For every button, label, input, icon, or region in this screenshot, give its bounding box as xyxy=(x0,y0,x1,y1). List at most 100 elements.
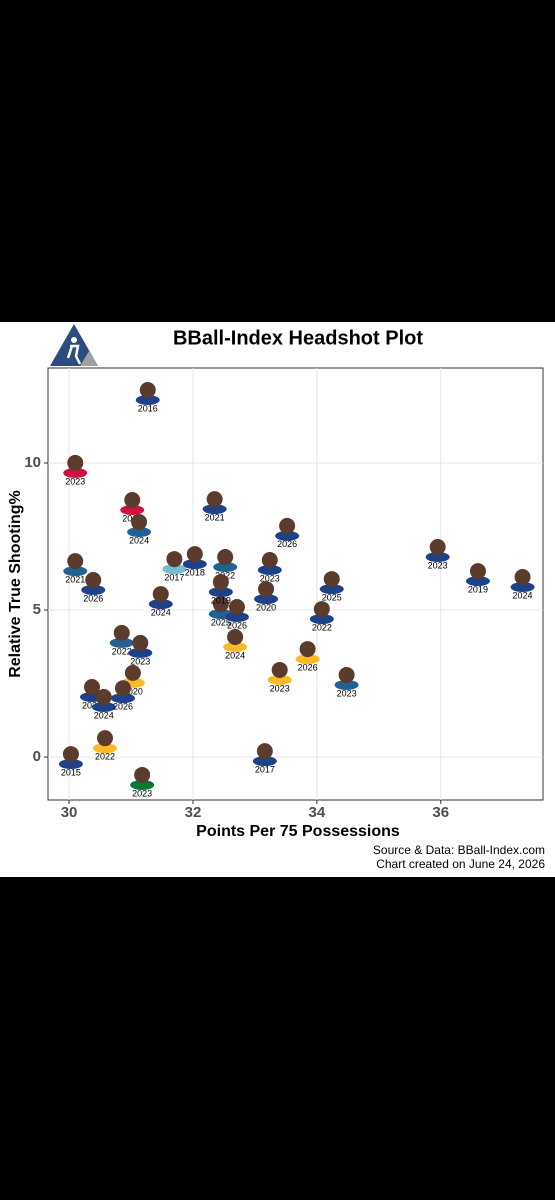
y-tick-label: 0 xyxy=(33,748,41,765)
headshot: 2022 xyxy=(92,730,117,762)
headshot: 2021 xyxy=(63,553,88,585)
point-label: 2024 xyxy=(129,535,149,545)
headshot: 2026 xyxy=(110,680,135,712)
source-note: Source & Data: BBall-Index.com xyxy=(373,843,545,857)
point-label: 2024 xyxy=(225,650,245,660)
headshot-jersey xyxy=(252,756,277,767)
headshot-head xyxy=(62,746,79,763)
x-tick-label: 32 xyxy=(185,804,202,821)
point-label: 2023 xyxy=(260,573,280,583)
headshot-head xyxy=(227,629,244,646)
headshot-head xyxy=(134,766,151,783)
headshot: 2026 xyxy=(224,599,249,630)
point-label: 2023 xyxy=(428,560,448,570)
headshot-jersey xyxy=(58,759,83,770)
point-label: 2026 xyxy=(277,539,297,549)
headshot-jersey xyxy=(267,674,292,685)
plot-border xyxy=(47,367,544,801)
headshot-head xyxy=(217,549,234,566)
headshot: 2017 xyxy=(252,743,277,774)
headshot: 2024 xyxy=(223,629,248,660)
headshot-jersey xyxy=(162,564,187,575)
headshot: 2023 xyxy=(267,661,292,693)
headshot-head xyxy=(132,634,149,651)
headshot-jersey xyxy=(334,679,359,690)
headshot-head xyxy=(186,546,203,563)
logo xyxy=(50,324,98,366)
point-label: 2026 xyxy=(83,593,103,603)
point-label: 2022 xyxy=(95,752,115,762)
headshot-jersey xyxy=(91,702,116,713)
headshot-jersey xyxy=(120,504,145,515)
point-label: 2022 xyxy=(312,622,332,632)
headshot: 2026 xyxy=(295,641,320,672)
point-label: 2023 xyxy=(65,476,85,486)
headshot-head xyxy=(67,553,84,570)
headshot: 2020 xyxy=(254,581,279,612)
headshot: 2019 xyxy=(208,574,233,605)
point-label: 2023 xyxy=(130,656,150,666)
headshot-jersey xyxy=(202,504,227,515)
point-label: 2019 xyxy=(468,585,488,595)
point-label: 2023 xyxy=(132,788,152,798)
headshot: 2023 xyxy=(425,539,450,570)
point-label: 2025 xyxy=(322,592,342,602)
point-label: 2024 xyxy=(94,710,114,720)
headshot-head xyxy=(258,581,275,598)
point-label: 2021 xyxy=(65,575,85,585)
point-label: 2023 xyxy=(270,683,290,693)
points-layer: 2016202320142021202620242017201820222021… xyxy=(58,381,535,798)
headshot-head xyxy=(166,551,183,568)
point-label: 2026 xyxy=(113,702,133,712)
headshot-head xyxy=(338,666,355,683)
headshot-jersey xyxy=(135,394,160,405)
headshot: 2023 xyxy=(334,666,359,698)
point-label: 2022 xyxy=(112,646,132,656)
point-label: 2024 xyxy=(513,590,533,600)
headshot-head xyxy=(67,454,84,471)
headshot-head xyxy=(124,491,141,508)
headshot-jersey xyxy=(208,587,233,598)
y-tick-label: 10 xyxy=(24,454,41,471)
headshot-jersey xyxy=(275,530,300,541)
headshot: 2018 xyxy=(182,546,207,577)
headshot-head xyxy=(323,571,340,588)
x-tick-label: 30 xyxy=(61,804,78,821)
headshot-head xyxy=(212,596,229,613)
headshot-head xyxy=(313,601,330,618)
headshot-head xyxy=(514,569,531,586)
point-label: 2015 xyxy=(61,767,81,777)
point-label: 2017 xyxy=(255,764,275,774)
headshot-jersey xyxy=(81,584,106,595)
headshot-head xyxy=(279,517,296,534)
point-label: 2020 xyxy=(256,602,276,612)
point-label: 2024 xyxy=(151,607,171,617)
headshot-jersey xyxy=(254,594,279,605)
point-label: 2021 xyxy=(205,512,225,522)
headshot-head xyxy=(256,743,273,760)
headshot-head xyxy=(113,624,130,641)
headshot: 2023 xyxy=(130,766,155,798)
headshot-jersey xyxy=(182,559,207,570)
headshot: 2017 xyxy=(162,551,187,582)
headshot-head xyxy=(83,679,100,696)
point-label: 2021 xyxy=(82,700,102,710)
headshot-jersey xyxy=(127,527,152,538)
headshot: 2026 xyxy=(275,517,300,549)
headshot-head xyxy=(139,381,156,398)
headshot-jersey xyxy=(109,637,134,648)
x-tick-label: 34 xyxy=(309,804,326,821)
headshot-jersey xyxy=(130,779,155,790)
headshot-head xyxy=(429,539,446,556)
headshot-head xyxy=(96,730,113,747)
point-label: 2016 xyxy=(138,403,158,413)
headshot-jersey xyxy=(465,576,490,587)
headshot: 2024 xyxy=(510,569,535,600)
headshot-head xyxy=(299,641,316,658)
headshot-jersey xyxy=(295,654,320,665)
headshot-jersey xyxy=(223,642,248,653)
headshot: 2025 xyxy=(319,571,344,602)
x-axis-label: Points Per 75 Possessions xyxy=(196,823,400,840)
y-axis-label: Relative True Shooting% xyxy=(7,490,24,678)
